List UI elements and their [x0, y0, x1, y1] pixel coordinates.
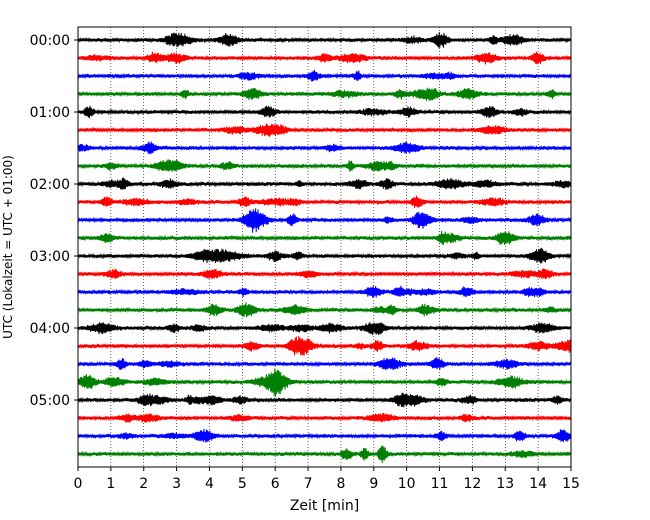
plot-frame [77, 26, 572, 468]
y-tick-label: 01:00 [30, 105, 70, 121]
trace-0445 [77, 368, 572, 397]
trace-0415 [77, 335, 572, 356]
trace-0130 [77, 141, 572, 155]
trace-0200 [77, 177, 572, 190]
trace-0515 [77, 412, 572, 423]
x-tick-label: 1 [106, 476, 115, 492]
y-tick-label: 00:00 [30, 33, 70, 49]
y-axis-label: UTC (Lokalzeit = UTC + 01:00) [1, 155, 15, 339]
x-tick-label: 9 [369, 476, 378, 492]
trace-0345 [77, 302, 572, 318]
x-tick-label: 7 [304, 476, 313, 492]
x-tick-label: 3 [172, 476, 181, 492]
x-tick-label: 14 [529, 476, 547, 492]
trace-0115 [77, 123, 572, 137]
x-tick-label: 5 [238, 476, 247, 492]
trace-0330 [77, 285, 572, 298]
trace-0030 [77, 69, 572, 82]
trace-0000 [77, 32, 572, 48]
y-tick-label: 05:00 [30, 393, 70, 409]
x-tick-label: 13 [496, 476, 514, 492]
x-axis-label: Zeit [min] [290, 498, 359, 514]
x-tick-label: 11 [431, 476, 449, 492]
trace-0430 [77, 357, 572, 371]
x-tick-label: 10 [398, 476, 416, 492]
x-tick-label: 6 [271, 476, 280, 492]
trace-0100 [77, 105, 572, 119]
trace-0300 [77, 247, 572, 264]
trace-0215 [77, 195, 572, 208]
y-axis-ticks: 00:00 01:00 02:00 03:00 04:00 05:00 [30, 33, 78, 409]
trace-0530 [77, 428, 572, 443]
trace-0145 [77, 159, 572, 172]
trace-0045 [77, 87, 572, 101]
x-tick-label: 0 [74, 476, 83, 492]
trace-0545 [77, 445, 572, 464]
trace-0500 [77, 392, 572, 408]
x-tick-label: 15 [562, 476, 580, 492]
x-tick-label: 4 [205, 476, 214, 492]
x-axis-ticks: 0 1 2 3 4 5 6 7 8 9 10 11 12 13 14 15 [74, 467, 580, 492]
traces [77, 32, 572, 464]
trace-0230 [77, 208, 572, 233]
y-tick-label: 02:00 [30, 177, 70, 193]
y-tick-label: 04:00 [30, 321, 70, 337]
x-tick-label: 8 [336, 476, 345, 492]
trace-0245 [77, 230, 572, 245]
x-tick-label: 2 [139, 476, 148, 492]
trace-0015 [77, 51, 572, 65]
y-tick-label: 03:00 [30, 249, 70, 265]
trace-0315 [77, 268, 572, 280]
trace-0400 [77, 322, 572, 336]
x-tick-label: 12 [463, 476, 481, 492]
